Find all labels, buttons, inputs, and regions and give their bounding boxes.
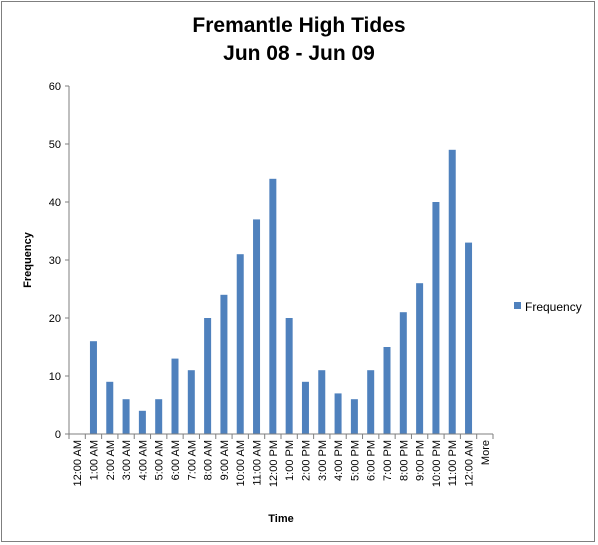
bar-20 xyxy=(399,312,407,434)
bar-8 xyxy=(204,318,212,434)
bar-18 xyxy=(367,370,375,434)
bar-9 xyxy=(220,294,228,434)
x-tick-label: 9:00 AM xyxy=(219,440,231,480)
x-tick-label: 7:00 AM xyxy=(186,440,198,480)
x-tick-label: 12:00 AM xyxy=(72,440,84,486)
y-tick-label: 20 xyxy=(49,313,61,325)
y-axis-label: Frequency xyxy=(22,231,34,288)
x-tick-label: More xyxy=(480,440,492,465)
y-tick-label: 30 xyxy=(49,255,61,267)
y-tick-label: 40 xyxy=(49,197,61,209)
x-tick-label: 11:00 PM xyxy=(447,440,459,486)
bars xyxy=(89,149,473,435)
x-tick-label: 1:00 PM xyxy=(284,440,296,481)
bar-17 xyxy=(350,399,358,434)
legend-label-frequency: Frequency xyxy=(525,300,582,314)
x-tick-label: 12:00 AM xyxy=(464,440,476,486)
bar-16 xyxy=(334,393,342,434)
bar-24 xyxy=(465,242,473,434)
bar-15 xyxy=(318,370,326,434)
x-tick-label: 6:00 AM xyxy=(170,440,182,480)
legend-swatch-frequency xyxy=(514,302,521,309)
x-axis-ticks: 12:00 AM 1:00 AM 2:00 AM 3:00 AM 4:00 AM 5:00… xyxy=(68,434,494,487)
x-tick-label: 3:00 AM xyxy=(121,440,133,480)
bar-21 xyxy=(416,283,424,434)
bar-12 xyxy=(269,178,277,434)
y-tick-label: 10 xyxy=(49,371,61,383)
bar-3 xyxy=(122,399,130,434)
bar-4 xyxy=(138,410,146,434)
x-tick-label: 5:00 AM xyxy=(154,440,166,480)
bar-13 xyxy=(285,318,293,434)
bar-19 xyxy=(383,347,391,434)
y-axis-ticks: 0 10 20 30 40 50 60 xyxy=(49,81,69,441)
chart-title: Fremantle High Tides xyxy=(192,14,406,37)
x-tick-label: 8:00 PM xyxy=(398,440,410,481)
x-axis-label: Time xyxy=(268,513,293,525)
x-tick-label: 5:00 PM xyxy=(349,440,361,481)
x-tick-label: 3:00 PM xyxy=(317,440,329,481)
x-tick-label: 12:00 PM xyxy=(268,440,280,487)
bar-10 xyxy=(236,254,244,434)
x-tick-label: 1:00 AM xyxy=(88,440,100,480)
x-tick-label: 4:00 AM xyxy=(137,440,149,480)
y-tick-label: 0 xyxy=(55,429,61,441)
legend: Frequency xyxy=(514,300,582,314)
bar-23 xyxy=(448,149,456,435)
x-tick-label: 10:00 PM xyxy=(431,440,443,487)
x-tick-label: 6:00 PM xyxy=(366,440,378,481)
x-tick-label: 2:00 AM xyxy=(105,440,117,480)
bar-14 xyxy=(301,381,309,434)
x-tick-label: 4:00 PM xyxy=(333,440,345,481)
bar-1 xyxy=(89,341,97,434)
bar-2 xyxy=(106,381,114,434)
bar-22 xyxy=(432,202,440,434)
chart-subtitle: Jun 08 - Jun 09 xyxy=(223,42,375,65)
x-tick-label: 8:00 AM xyxy=(203,440,215,480)
bar-6 xyxy=(171,358,179,434)
x-tick-label: 11:00 AM xyxy=(252,440,264,486)
y-tick-label: 60 xyxy=(49,81,61,93)
x-tick-label: 2:00 PM xyxy=(300,440,312,481)
y-tick-label: 50 xyxy=(49,139,61,151)
bar-7 xyxy=(187,370,195,434)
x-tick-label: 10:00 AM xyxy=(235,440,247,486)
x-tick-label: 7:00 PM xyxy=(382,440,394,481)
bar-5 xyxy=(155,399,163,434)
bar-11 xyxy=(253,219,261,434)
x-tick-label: 9:00 PM xyxy=(415,440,427,481)
